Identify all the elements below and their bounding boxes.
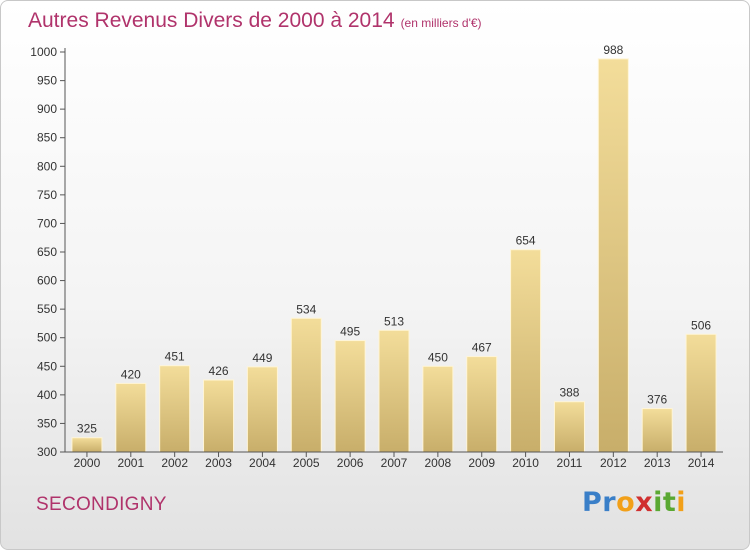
proxiti-logo: Proxiti [582, 487, 686, 518]
bar-value-label: 654 [516, 234, 536, 248]
bar-value-label: 495 [340, 325, 360, 339]
bar-value-label: 450 [428, 350, 448, 364]
x-tick-label: 2011 [557, 456, 583, 470]
x-tick-label: 2008 [425, 456, 452, 470]
x-tick-label: 2000 [74, 456, 101, 470]
x-tick-label: 2009 [468, 456, 495, 470]
bar-value-label: 988 [603, 43, 623, 57]
bar [290, 317, 322, 453]
bar [71, 437, 103, 453]
bar-value-label: 513 [384, 314, 404, 328]
logo-letter: P [582, 487, 603, 518]
y-tick-label: 500 [37, 331, 57, 345]
bar [203, 379, 235, 453]
bar-value-label: 534 [296, 302, 316, 316]
bar [641, 408, 673, 453]
logo-letter: t [662, 487, 677, 518]
bar [246, 366, 278, 453]
y-tick-label: 600 [37, 274, 57, 288]
y-tick-label: 750 [37, 188, 57, 202]
y-tick-label: 700 [37, 216, 57, 230]
bar [510, 249, 542, 453]
bar-value-label: 376 [647, 393, 667, 407]
logo-letter: i [676, 487, 687, 518]
bar [597, 58, 629, 453]
bar [422, 365, 454, 453]
bar-value-label: 449 [252, 351, 272, 365]
bar [378, 329, 410, 453]
bar-value-label: 467 [472, 341, 492, 355]
x-tick-label: 2003 [205, 456, 232, 470]
bar [115, 382, 147, 453]
y-tick-label: 300 [37, 445, 57, 459]
chart-title: Autres Revenus Divers de 2000 à 2014 (en … [28, 9, 482, 33]
x-tick-label: 2001 [117, 456, 144, 470]
chart-unit: (en milliers d'€) [400, 16, 482, 30]
logo-letter: x [635, 487, 654, 518]
bar-value-label: 506 [691, 318, 711, 332]
y-tick-label: 1000 [30, 45, 57, 59]
x-tick-label: 2002 [161, 456, 188, 470]
commune-name: SECONDIGNY [36, 494, 167, 515]
bar [334, 340, 366, 453]
y-tick-label: 800 [37, 159, 57, 173]
logo-letter: i [653, 487, 663, 518]
bar-value-label: 451 [165, 350, 185, 364]
bar-value-label: 325 [77, 422, 97, 436]
bar [159, 365, 191, 453]
y-tick-label: 850 [37, 131, 57, 145]
bar-value-label: 420 [121, 367, 141, 381]
x-tick-label: 2013 [644, 456, 671, 470]
y-tick-label: 650 [37, 245, 57, 259]
x-tick-label: 2010 [512, 456, 539, 470]
x-tick-label: 2005 [293, 456, 320, 470]
y-tick-label: 950 [37, 74, 57, 88]
x-tick-label: 2012 [600, 456, 627, 470]
y-tick-label: 550 [37, 302, 57, 316]
y-tick-label: 450 [37, 359, 57, 373]
bar [466, 356, 498, 453]
bar [685, 333, 717, 453]
x-tick-label: 2014 [688, 456, 715, 470]
x-tick-label: 2007 [381, 456, 408, 470]
x-tick-label: 2004 [249, 456, 276, 470]
y-tick-label: 900 [37, 102, 57, 116]
y-tick-label: 400 [37, 388, 57, 402]
chart-title-text: Autres Revenus Divers de 2000 à 2014 [28, 9, 395, 32]
logo-letter: o [616, 487, 636, 518]
bar-value-label: 388 [559, 386, 579, 400]
y-tick-label: 350 [37, 416, 57, 430]
logo-letter: r [602, 487, 617, 518]
bar-value-label: 426 [209, 364, 229, 378]
x-tick-label: 2006 [337, 456, 364, 470]
bar [553, 401, 585, 453]
